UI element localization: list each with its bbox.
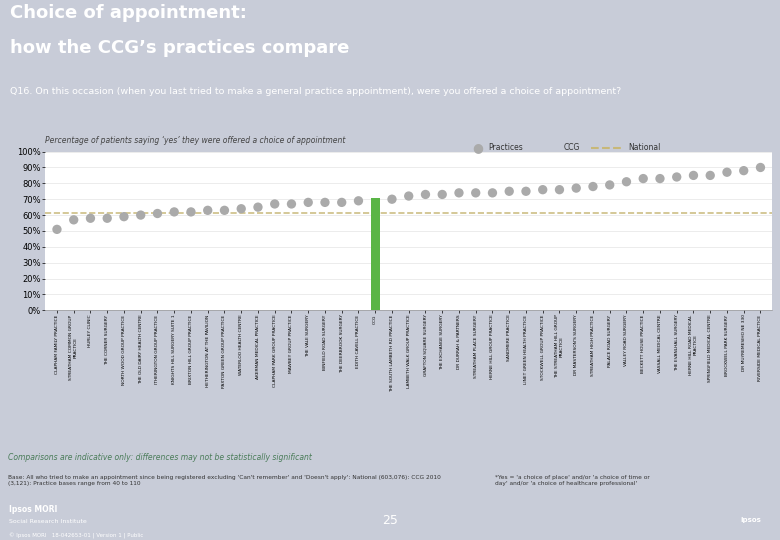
Point <box>285 200 298 208</box>
Point <box>118 212 130 221</box>
Point <box>353 197 365 205</box>
Text: Practices: Practices <box>488 143 523 152</box>
Point <box>503 187 516 195</box>
Point <box>68 215 80 224</box>
Text: © Ipsos MORI   18-042653-01 | Version 1 | Public: © Ipsos MORI 18-042653-01 | Version 1 | … <box>9 533 144 539</box>
Point <box>704 171 717 180</box>
Bar <box>370 198 380 310</box>
Point <box>218 206 231 214</box>
Point <box>519 187 532 195</box>
Point <box>201 206 214 214</box>
Point <box>185 207 197 216</box>
Point <box>737 166 750 175</box>
Point <box>452 188 465 197</box>
Point <box>587 182 599 191</box>
Point <box>402 192 415 200</box>
Point <box>151 209 164 218</box>
Point <box>671 173 683 181</box>
Point <box>319 198 332 207</box>
Point <box>486 188 498 197</box>
Point <box>620 178 633 186</box>
Text: CCG: CCG <box>563 143 580 152</box>
Point <box>604 180 616 189</box>
Point <box>419 190 431 199</box>
Text: 25: 25 <box>382 514 398 526</box>
Point <box>754 163 767 172</box>
Point <box>235 205 247 213</box>
Text: *Yes = 'a choice of place' and/or 'a choice of time or
day' and/or 'a choice of : *Yes = 'a choice of place' and/or 'a cho… <box>495 475 650 486</box>
Point <box>470 188 482 197</box>
Point <box>84 214 97 222</box>
Point <box>168 207 180 216</box>
Point <box>134 211 147 219</box>
Text: Base: All who tried to make an appointment since being registered excluding 'Can: Base: All who tried to make an appointme… <box>8 475 441 486</box>
Point <box>302 198 314 207</box>
Point <box>537 185 549 194</box>
Text: Q16. On this occasion (when you last tried to make a general practice appointmen: Q16. On this occasion (when you last tri… <box>10 87 622 96</box>
Point <box>654 174 666 183</box>
Point <box>51 225 63 234</box>
Text: Ipsos MORI: Ipsos MORI <box>9 505 58 514</box>
Point <box>721 168 733 177</box>
Text: Social Research Institute: Social Research Institute <box>9 519 87 524</box>
Text: ●: ● <box>472 141 483 154</box>
Point <box>553 185 566 194</box>
Point <box>268 200 281 208</box>
Point <box>335 198 348 207</box>
Text: Choice of appointment:: Choice of appointment: <box>10 4 247 22</box>
Text: Percentage of patients saying ‘yes’ they were offered a choice of appointment: Percentage of patients saying ‘yes’ they… <box>45 136 346 145</box>
Point <box>436 190 448 199</box>
Point <box>101 214 113 222</box>
Point <box>637 174 650 183</box>
Point <box>252 203 264 212</box>
Text: how the CCG’s practices compare: how the CCG’s practices compare <box>10 39 349 57</box>
Point <box>570 184 583 192</box>
Text: National: National <box>628 143 661 152</box>
Text: Comparisons are indicative only: differences may not be statistically significan: Comparisons are indicative only: differe… <box>8 453 312 462</box>
Point <box>687 171 700 180</box>
Point <box>386 195 399 204</box>
Text: ipsos: ipsos <box>740 517 761 523</box>
